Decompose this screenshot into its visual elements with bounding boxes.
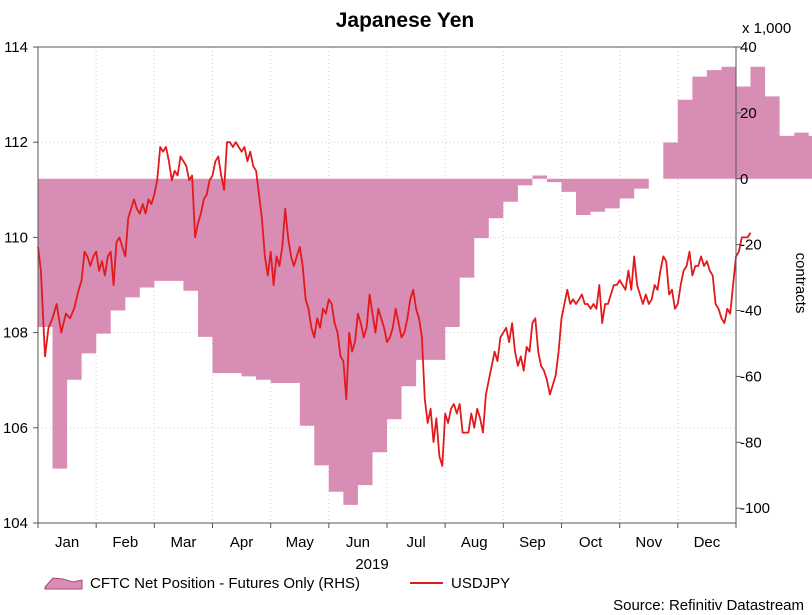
x-tick-label: Jun — [346, 534, 370, 551]
right-tick-label: -80 — [740, 434, 762, 451]
x-tick-label: Sep — [519, 534, 546, 551]
x-axis: Jan Feb Mar Apr May Jun Jul Aug Sep Oct Nov Dec — [37, 523, 737, 551]
usdjpy-line — [37, 141, 752, 467]
chart-title: Japanese Yen — [336, 9, 475, 32]
legend-label-area: CFTC Net Position - Futures Only (RHS) — [90, 575, 360, 592]
right-axis-multiplier: x 1,000 — [742, 20, 791, 37]
left-tick-label: 108 — [3, 325, 28, 342]
left-tick-label: 104 — [3, 515, 28, 532]
x-axis-label: 2019 — [355, 556, 388, 573]
x-tick-label: May — [286, 534, 315, 551]
legend-label-line: USDJPY — [451, 575, 510, 592]
x-tick-label: Feb — [112, 534, 138, 551]
line-series — [37, 141, 752, 467]
source-note: Source: Refinitiv Datastream — [613, 597, 804, 614]
legend-swatch-area — [44, 577, 83, 590]
x-tick-label: Jan — [55, 534, 79, 551]
right-axis: -100 -80 -60 -40 -20 0 20 40 — [736, 39, 770, 517]
left-tick-label: 114 — [4, 39, 28, 56]
x-tick-label: Aug — [461, 534, 488, 551]
left-tick-label: 112 — [4, 134, 28, 151]
cftc-net-position-area — [38, 66, 812, 505]
right-tick-label: 0 — [740, 171, 748, 188]
x-tick-label: Mar — [170, 534, 196, 551]
x-tick-label: Dec — [694, 534, 721, 551]
area-series — [38, 66, 812, 505]
right-tick-label: -100 — [740, 500, 770, 517]
right-tick-label: -40 — [740, 303, 762, 320]
right-axis-label: contracts — [792, 253, 809, 314]
left-axis: 104 106 108 110 112 114 — [3, 39, 38, 532]
left-tick-label: 110 — [4, 229, 28, 246]
x-tick-label: Oct — [579, 534, 603, 551]
right-tick-label: -60 — [740, 368, 762, 385]
right-tick-label: 20 — [740, 105, 757, 122]
left-tick-label: 106 — [3, 420, 28, 437]
legend: CFTC Net Position - Futures Only (RHS) U… — [44, 575, 510, 592]
x-tick-label: Jul — [406, 534, 425, 551]
right-tick-label: -20 — [740, 237, 762, 254]
x-tick-label: Nov — [635, 534, 662, 551]
right-tick-label: 40 — [740, 39, 757, 56]
x-tick-label: Apr — [230, 534, 253, 551]
